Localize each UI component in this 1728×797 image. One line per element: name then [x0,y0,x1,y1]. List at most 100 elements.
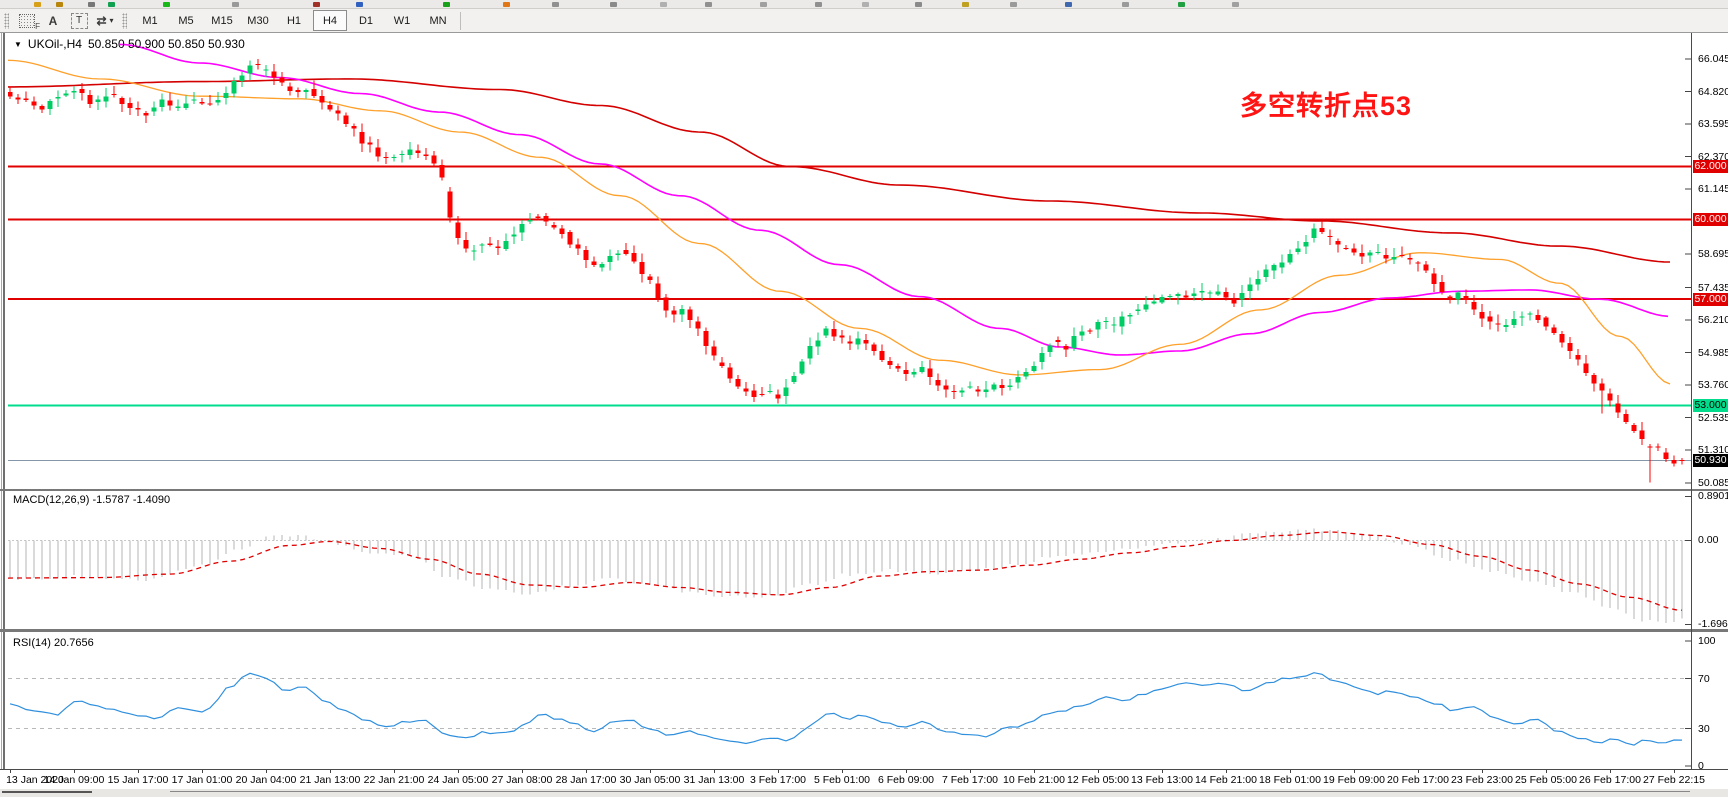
price-axis-line [1691,33,1692,769]
price-label-66.045: 66.045 [1698,53,1728,66]
cutoff-icon-11 [610,2,617,7]
cutoff-icon-19 [1010,2,1017,7]
tf-button-m15[interactable]: M15 [211,14,233,27]
ma-fast-orange [8,59,1671,385]
macd-chart[interactable] [8,491,1691,629]
tf-button-w1[interactable]: W1 [393,14,411,27]
time-label-21: 19 Feb 09:00 [1323,774,1385,786]
time-axis-border [0,769,1728,770]
candlestick-chart[interactable] [8,33,1691,489]
cutoff-icon-14 [760,2,767,7]
tf-button-m5[interactable]: M5 [178,14,194,27]
time-tick-5 [330,770,331,773]
time-label-20: 18 Feb 01:00 [1259,774,1321,786]
time-tick-12 [778,770,779,773]
time-label-18: 13 Feb 13:00 [1131,774,1193,786]
chart-tab-edge[interactable] [2,791,92,793]
cutoff-icon-1 [56,2,63,7]
cutoff-icon-20 [1065,2,1072,7]
tf-button-m30[interactable]: M30 [247,14,269,27]
toolbar-grip[interactable] [4,12,9,29]
ma-slow-red [8,78,1671,263]
tf-button-h1[interactable]: H1 [286,14,302,27]
cutoff-icon-4 [163,2,170,7]
cutoff-icon-22 [1178,2,1185,7]
cutoff-icon-2 [88,2,95,7]
cutoff-icon-23 [1232,2,1239,7]
time-tick-14 [906,770,907,773]
tf-button-d1[interactable]: D1 [358,14,374,27]
time-tick-17 [1098,770,1099,773]
time-tick-21 [1354,770,1355,773]
window-left-border-inner [3,32,5,797]
time-label-8: 27 Jan 08:00 [491,774,553,786]
time-tick-3 [202,770,203,773]
rsi-chart[interactable] [8,633,1691,769]
price-label-56.210: 56.210 [1698,314,1728,327]
cutoff-icon-12 [660,2,667,7]
time-label-15: 7 Feb 17:00 [941,774,999,786]
symbol-timeframe: UKOil-,H4 [27,37,82,51]
toolbar-grip-2[interactable] [122,12,127,29]
rsi-scale-100: 100 [1698,635,1716,647]
chart-toolbar: F A T ⇄ ▾ M1 M5 M15 M30 H1 H4 D1 W1 MN [0,9,1728,33]
text-label-tool-icon: A [48,13,58,28]
time-axis[interactable]: 13 Jan 2020 14 Jan 09:00 15 Jan 17:00 17 Ja… [0,770,1728,789]
symbol-dropdown-icon[interactable]: ▼ [14,39,22,49]
time-tick-26 [1674,770,1675,773]
crosshair-grid-tool-button[interactable]: F [15,10,40,32]
price-label-57.435: 57.435 [1698,281,1728,294]
time-tick-16 [1034,770,1035,773]
time-tick-7 [458,770,459,773]
arrange-tool-icon: ⇄ [96,13,107,28]
toolbar-separator [460,11,461,30]
pane-separator-1[interactable] [0,489,1728,491]
tf-button-h4[interactable]: H4 [313,10,347,31]
time-label-16: 10 Feb 21:00 [1003,774,1065,786]
price-label-63.595: 63.595 [1698,118,1728,131]
time-tick-11 [714,770,715,773]
text-box-tool-button[interactable]: T [67,10,91,32]
macd-label: MACD(12,26,9) -1.5787 -1.4090 [13,494,171,506]
price-label-64.820: 64.820 [1698,85,1728,98]
time-tick-25 [1610,770,1611,773]
time-tick-15 [970,770,971,773]
tab-strip-edge [170,791,1690,792]
rsi-pane[interactable] [8,633,1691,769]
time-label-2: 15 Jan 17:00 [107,774,169,786]
window-left-border [1,32,2,797]
pane-separator-2[interactable] [0,629,1728,632]
time-label-11: 31 Jan 13:00 [683,774,745,786]
time-tick-13 [842,770,843,773]
drawing-tools-group: F A T ⇄ ▾ [14,10,118,32]
time-label-23: 23 Feb 23:00 [1451,774,1513,786]
main-chart-pane[interactable] [8,33,1691,489]
rsi-scale-30: 30 [1698,722,1710,735]
rsi-scale-70: 70 [1698,672,1710,685]
arrange-tool-button[interactable]: ⇄ ▾ [93,10,117,32]
cutoff-icon-13 [705,2,712,7]
price-label-53.760: 53.760 [1698,379,1728,392]
price-label-62.370: 62.370 [1698,150,1728,163]
time-tick-24 [1546,770,1547,773]
cutoff-icon-15 [815,2,822,7]
time-tick-18 [1162,770,1163,773]
macd-scale-0.00: 0.00 [1698,534,1719,547]
time-label-10: 30 Jan 05:00 [619,774,681,786]
time-tick-9 [586,770,587,773]
tf-button-mn[interactable]: MN [429,14,447,27]
cutoff-icon-18 [962,2,969,7]
dropdown-caret-icon[interactable]: ▾ [109,16,114,25]
cutoff-icon-10 [552,2,559,7]
time-tick-19 [1226,770,1227,773]
tf-button-m1[interactable]: M1 [142,14,158,27]
text-label-tool-button[interactable]: A [41,10,65,32]
price-label-61.145: 61.145 [1698,183,1728,196]
cutoff-icon-21 [1122,2,1129,7]
macd-pane[interactable] [8,491,1691,629]
cutoff-icon-9 [503,2,510,7]
time-tick-20 [1290,770,1291,773]
cutoff-icon-3 [108,2,115,7]
price-badge-62.000: 62.000 [1693,160,1728,173]
